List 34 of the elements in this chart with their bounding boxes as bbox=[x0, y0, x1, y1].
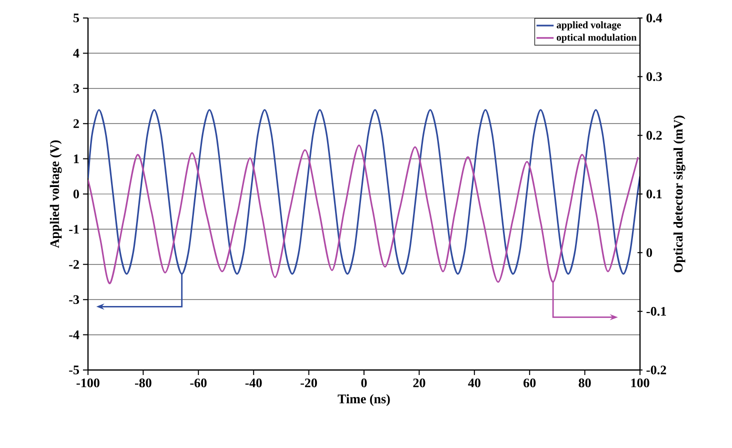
x-tick-label: -20 bbox=[300, 378, 317, 388]
y2-tick-label: 0.4 bbox=[646, 14, 662, 22]
y-tick-label: 4 bbox=[73, 48, 80, 58]
x-tick-label: -60 bbox=[190, 378, 207, 388]
x-tick-label: -100 bbox=[76, 378, 100, 388]
x-tick-label: -80 bbox=[135, 378, 152, 388]
y2-tick-label: -0.1 bbox=[646, 306, 666, 316]
y-tick-label: -5 bbox=[69, 366, 79, 374]
x-tick-label: 20 bbox=[413, 378, 426, 388]
x-tick-label: 0 bbox=[361, 378, 367, 388]
x-tick-label: -40 bbox=[245, 378, 262, 388]
y-tick-label: -2 bbox=[69, 260, 79, 269]
y2-tick-label: 0 bbox=[646, 248, 652, 258]
x-tick-label: 80 bbox=[578, 378, 591, 388]
x-tick-label: 40 bbox=[468, 378, 480, 388]
x-axis-title: Time (ns) bbox=[338, 394, 390, 406]
y2-tick-label: 0.3 bbox=[646, 72, 662, 82]
y-tick-label: 5 bbox=[73, 14, 79, 22]
y-tick-label: 3 bbox=[73, 84, 80, 93]
y-tick-label: -4 bbox=[69, 330, 80, 340]
y-tick-label: 2 bbox=[74, 119, 79, 128]
y2-axis-title: Optical detector signal (mV) bbox=[673, 116, 686, 272]
y-tick-label: 0 bbox=[73, 190, 79, 198]
legend-label: applied voltage bbox=[556, 21, 621, 30]
x-tick-label: 100 bbox=[631, 378, 650, 388]
y-tick-label: -1 bbox=[69, 224, 79, 234]
y-tick-label: 1 bbox=[74, 154, 79, 164]
y2-tick-label: 0.1 bbox=[646, 190, 662, 198]
y2-tick-label: 0.2 bbox=[646, 130, 662, 140]
y-tick-label: -3 bbox=[69, 295, 80, 304]
y2-tick-label: -0.2 bbox=[646, 366, 666, 374]
legend-label: optical modulation bbox=[556, 34, 637, 43]
x-tick-label: 60 bbox=[524, 378, 536, 388]
y-axis-title: Applied voltage (V) bbox=[50, 140, 62, 248]
